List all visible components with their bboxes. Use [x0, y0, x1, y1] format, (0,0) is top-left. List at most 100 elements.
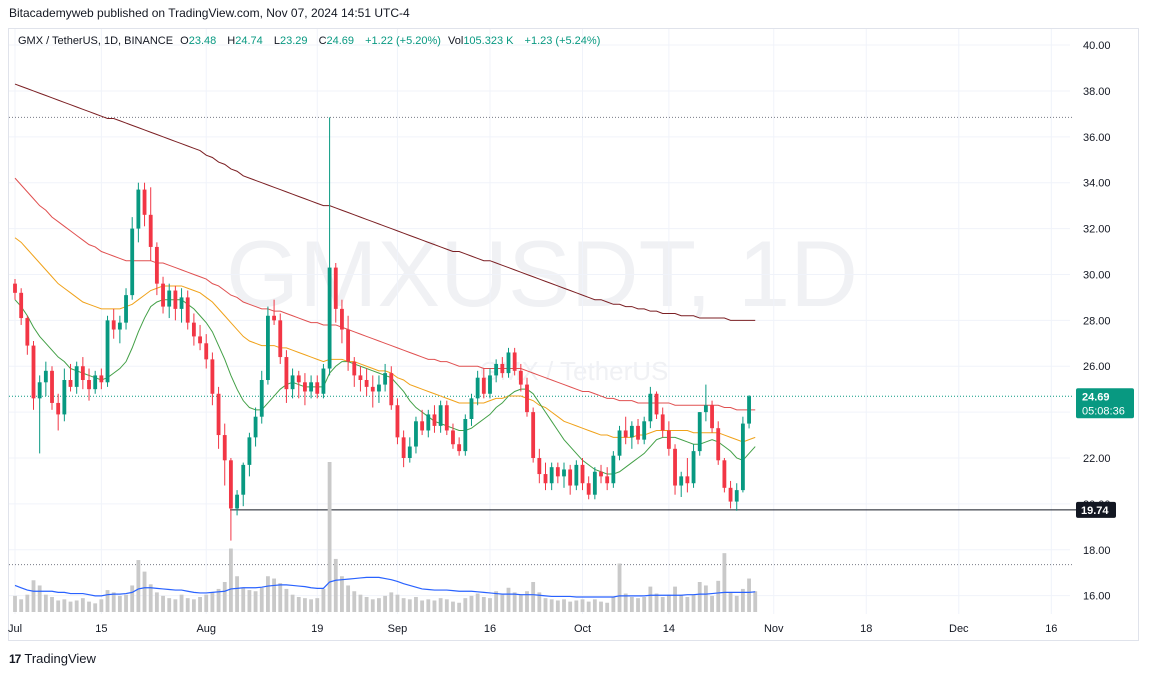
- volume-bar: [173, 599, 178, 612]
- volume-bar: [389, 592, 394, 612]
- volume-bar: [62, 599, 67, 612]
- legend-volume-change: +1.23 (+5.24%): [524, 35, 601, 47]
- candle-body: [444, 405, 449, 431]
- volume-bar: [148, 584, 153, 612]
- candle-body: [469, 398, 474, 419]
- candle-body: [74, 366, 79, 387]
- candle-body: [340, 308, 344, 330]
- candle-body: [93, 375, 98, 390]
- volume-bar: [327, 462, 332, 612]
- volume-bar: [710, 595, 714, 612]
- volume-bar: [469, 595, 474, 612]
- candle-body: [463, 419, 468, 452]
- support-level-badge: [1076, 501, 1116, 518]
- volume-bars: [13, 462, 758, 612]
- candle-body: [352, 361, 357, 376]
- candle-body: [623, 430, 628, 438]
- price-tick-label: 18.00: [1083, 545, 1111, 557]
- candle-body: [543, 474, 548, 484]
- volume-bar: [333, 558, 338, 612]
- watermark-subtitle: GMX / TetherUS: [480, 356, 669, 386]
- candle-body: [111, 320, 116, 330]
- candle-body: [333, 267, 338, 309]
- candle-body: [266, 315, 270, 380]
- volume-bar: [290, 594, 295, 612]
- legend-symbol[interactable]: GMX / TetherUS, 1D, BINANCE: [18, 35, 174, 47]
- volume-bar: [395, 594, 400, 612]
- legend-high: H24.74: [227, 35, 263, 47]
- legend-volume: Vol105.323 K: [448, 35, 514, 47]
- volume-bar: [475, 593, 480, 612]
- volume-bar: [25, 594, 30, 612]
- candle-body: [68, 380, 73, 387]
- volume-bar: [463, 598, 468, 612]
- candle-body: [228, 460, 233, 509]
- candle-body: [586, 483, 591, 495]
- candle-body: [142, 189, 147, 215]
- volume-bar: [414, 597, 418, 612]
- candle-body: [179, 297, 184, 309]
- candle-body: [389, 373, 394, 406]
- candle-body: [204, 343, 209, 360]
- watermark-symbol: GMXUSDT, 1D: [226, 221, 858, 326]
- candle-body: [611, 455, 616, 484]
- volume-bar: [13, 595, 17, 612]
- ohlc-legend: GMX / TetherUS, 1D, BINANCE O23.48 H24.7…: [18, 35, 604, 47]
- volume-bar: [549, 599, 554, 612]
- volume-bar: [457, 602, 462, 612]
- price-tick-label: 32.00: [1083, 224, 1111, 236]
- candle-body: [154, 246, 159, 284]
- volume-bar: [284, 588, 289, 612]
- candle-body: [50, 370, 54, 403]
- last-price-badge: [1076, 388, 1134, 419]
- volume-bar: [37, 585, 42, 612]
- candle-body: [481, 377, 486, 394]
- volume-bar: [117, 595, 122, 612]
- volume-bar: [216, 588, 221, 612]
- volume-bar: [488, 598, 492, 612]
- candle-body: [321, 368, 326, 394]
- volume-bar: [191, 599, 196, 612]
- volume-bar: [154, 592, 159, 612]
- footer-brand[interactable]: 17 TradingView: [9, 651, 96, 666]
- candle-body: [161, 283, 165, 307]
- candle-body: [62, 380, 67, 415]
- candle-body: [438, 405, 443, 426]
- volume-bar: [605, 602, 610, 612]
- candle-body: [494, 363, 499, 376]
- volume-bar: [235, 576, 239, 612]
- volume-bar: [315, 598, 320, 612]
- candle-body: [432, 414, 437, 426]
- candle-body: [31, 345, 36, 399]
- candle-body: [272, 315, 276, 321]
- volume-bar: [506, 587, 511, 612]
- volume-bar: [592, 599, 597, 612]
- candle-body: [198, 336, 202, 344]
- legend-close: C24.69: [318, 35, 355, 47]
- candle-body: [216, 393, 221, 436]
- candle-body: [377, 384, 381, 392]
- candle-body: [210, 359, 215, 394]
- volume-bar: [352, 591, 357, 612]
- publisher-line: Bitacademyweb published on TradingView.c…: [9, 6, 410, 20]
- volume-bar: [740, 588, 745, 612]
- candle-body: [599, 471, 603, 477]
- candle-body: [253, 416, 258, 438]
- candle-body: [173, 290, 178, 309]
- last-price-value: 24.69: [1082, 391, 1110, 403]
- volume-bar: [728, 592, 733, 612]
- chart-frame: [8, 28, 1139, 641]
- volume-bar: [87, 601, 91, 612]
- time-tick-label: 15: [95, 623, 107, 635]
- candle-body: [407, 446, 412, 458]
- candle-body: [56, 402, 61, 415]
- price-axis[interactable]: 16.0018.0020.0022.0024.0026.0028.0030.00…: [1083, 40, 1111, 603]
- price-tick-label: 30.00: [1083, 269, 1111, 281]
- volume-bar: [537, 592, 542, 612]
- volume-bar: [494, 591, 499, 612]
- volume-bar: [673, 586, 677, 612]
- candlesticks: [13, 117, 751, 541]
- volume-bar: [432, 600, 437, 612]
- time-axis[interactable]: Jul 15 Aug 19 Sep 16 Oct 14 Nov 18 Dec 16: [8, 623, 1057, 635]
